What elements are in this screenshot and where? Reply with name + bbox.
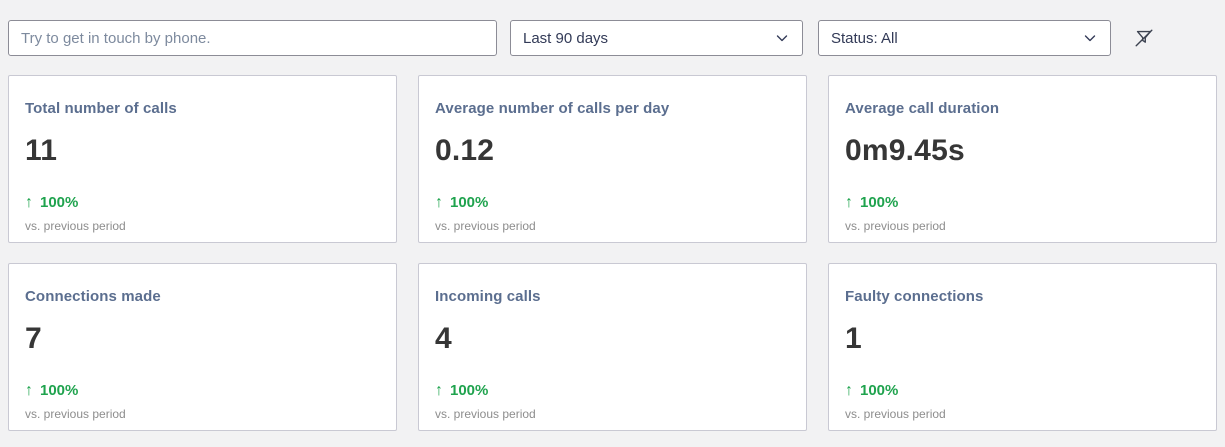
delta-value: 100% xyxy=(860,194,899,211)
card-delta: ↑ 100% xyxy=(845,194,1200,211)
card-delta: ↑ 100% xyxy=(435,194,790,211)
arrow-up-icon: ↑ xyxy=(25,193,33,211)
stat-card-incoming-calls: Incoming calls 4 ↑ 100% vs. previous per… xyxy=(418,263,807,431)
card-value: 7 xyxy=(25,322,42,355)
card-value: 0m9.45s xyxy=(845,134,965,167)
stat-card-connections-made: Connections made 7 ↑ 100% vs. previous p… xyxy=(8,263,397,431)
date-range-value: Last 90 days xyxy=(523,29,609,47)
stat-card-avg-calls-per-day: Average number of calls per day 0.12 ↑ 1… xyxy=(418,75,807,243)
card-value: 11 xyxy=(25,134,58,167)
arrow-up-icon: ↑ xyxy=(845,193,853,211)
card-title: Faulty connections xyxy=(845,288,984,305)
card-delta: ↑ 100% xyxy=(25,382,380,399)
filter-toolbar: Last 90 days Status: All xyxy=(0,0,1225,56)
delta-value: 100% xyxy=(860,382,899,399)
card-delta: ↑ 100% xyxy=(25,194,380,211)
search-input[interactable] xyxy=(8,20,497,56)
chevron-down-icon xyxy=(776,35,788,42)
card-title: Average call duration xyxy=(845,100,1000,117)
stat-card-total-calls: Total number of calls 11 ↑ 100% vs. prev… xyxy=(8,75,397,243)
filter-off-icon xyxy=(1135,29,1153,47)
card-title: Connections made xyxy=(25,288,161,305)
arrow-up-icon: ↑ xyxy=(435,193,443,211)
clear-filters-button[interactable] xyxy=(1129,23,1159,53)
card-caption: vs. previous period xyxy=(435,407,536,421)
card-caption: vs. previous period xyxy=(435,219,536,233)
card-delta: ↑ 100% xyxy=(435,382,790,399)
stat-card-faulty-connections: Faulty connections 1 ↑ 100% vs. previous… xyxy=(828,263,1217,431)
delta-value: 100% xyxy=(450,194,489,211)
stats-grid: Total number of calls 11 ↑ 100% vs. prev… xyxy=(8,75,1217,431)
chevron-down-icon xyxy=(1084,35,1096,42)
card-value: 4 xyxy=(435,322,452,355)
status-filter-select[interactable]: Status: All xyxy=(818,20,1111,56)
arrow-up-icon: ↑ xyxy=(25,381,33,399)
card-caption: vs. previous period xyxy=(25,219,126,233)
card-value: 0.12 xyxy=(435,134,495,167)
card-caption: vs. previous period xyxy=(845,219,946,233)
date-range-select[interactable]: Last 90 days xyxy=(510,20,803,56)
delta-value: 100% xyxy=(40,194,79,211)
card-caption: vs. previous period xyxy=(25,407,126,421)
arrow-up-icon: ↑ xyxy=(845,381,853,399)
card-delta: ↑ 100% xyxy=(845,382,1200,399)
card-title: Total number of calls xyxy=(25,100,177,117)
card-title: Average number of calls per day xyxy=(435,100,670,117)
card-value: 1 xyxy=(845,322,862,355)
status-filter-value: Status: All xyxy=(831,29,898,47)
delta-value: 100% xyxy=(450,382,489,399)
card-caption: vs. previous period xyxy=(845,407,946,421)
delta-value: 100% xyxy=(40,382,79,399)
arrow-up-icon: ↑ xyxy=(435,381,443,399)
stat-card-avg-call-duration: Average call duration 0m9.45s ↑ 100% vs.… xyxy=(828,75,1217,243)
card-title: Incoming calls xyxy=(435,288,541,305)
